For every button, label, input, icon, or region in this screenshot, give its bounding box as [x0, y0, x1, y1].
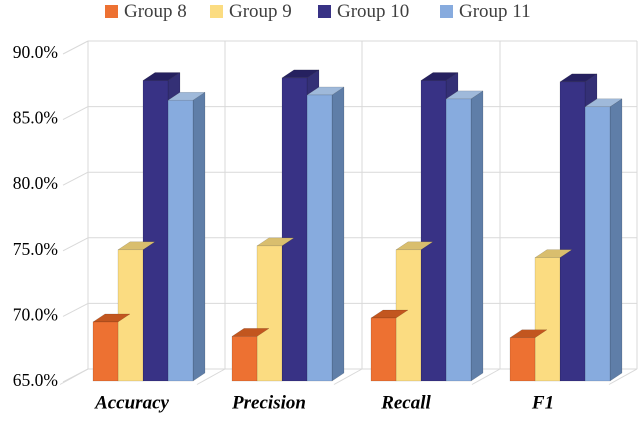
bar-front-face: [395, 249, 422, 382]
x-axis-tick-0: [59, 368, 89, 385]
bar-group-11-recall: [445, 90, 484, 382]
x-axis-tick-1: [196, 368, 226, 385]
x-axis-tick-2: [333, 368, 363, 385]
y-axis-tick-90: [62, 40, 89, 55]
y-axis-tick-70: [62, 302, 89, 317]
legend-swatch-group-9: [210, 5, 223, 18]
bar-front-face: [256, 245, 283, 382]
bar-group-8-recall: [370, 309, 409, 382]
legend-item-group-10: Group 10: [318, 1, 409, 22]
y-axis-tick-label: 80.0%: [13, 173, 58, 193]
legend-label: Group 9: [229, 1, 292, 22]
bar-group-10-f1: [559, 73, 598, 382]
legend-item-group-8: Group 8: [105, 1, 187, 22]
bar-front-face: [92, 321, 119, 382]
y-axis-tick-label: 70.0%: [13, 304, 58, 324]
bar-group-8-accuracy: [92, 313, 131, 382]
bar-group-9-f1: [534, 249, 573, 382]
bar-front-face: [534, 257, 561, 382]
bar-front-face: [370, 317, 397, 382]
bar-side-face: [609, 98, 623, 382]
bar-front-face: [281, 77, 308, 382]
bar-front-face: [167, 99, 194, 382]
legend-label: Group 8: [124, 1, 187, 22]
bar-side-face: [192, 91, 206, 382]
bar-group-10-recall: [420, 72, 459, 382]
x-axis-category-label-accuracy: Accuracy: [94, 392, 169, 413]
bar-front-face: [445, 98, 472, 382]
bar-group-8-f1: [509, 329, 548, 382]
x-axis-category-label-recall: Recall: [380, 392, 431, 413]
legend-swatch-group-8: [105, 5, 118, 18]
y-axis-tick-label: 85.0%: [13, 108, 58, 128]
bar-group-9-precision: [256, 237, 295, 382]
y-axis-tick-80: [62, 171, 89, 186]
bar-group-11-precision: [306, 86, 345, 382]
bar-front-face: [306, 94, 333, 382]
bar-group-10-accuracy: [142, 72, 181, 382]
bar-front-face: [231, 336, 258, 382]
bar-front-face: [509, 337, 536, 382]
legend-item-group-11: Group 11: [440, 1, 531, 22]
y-axis-tick-85: [62, 106, 89, 121]
bar-side-face: [331, 86, 345, 382]
bar-front-face: [142, 80, 169, 382]
x-axis-tick-3: [471, 368, 501, 385]
x-axis-category-label-precision: Precision: [231, 392, 306, 413]
bar-group-10-precision: [281, 69, 320, 382]
x-axis-tick-4: [608, 368, 638, 385]
x-axis-category-label-f1: F1: [531, 392, 554, 413]
y-axis-tick-label: 90.0%: [13, 42, 58, 62]
legend-swatch-group-11: [440, 5, 453, 18]
legend-item-group-9: Group 9: [210, 1, 292, 22]
bar-group-11-f1: [584, 98, 623, 382]
bar-front-face: [559, 81, 586, 382]
bar-front-face: [420, 80, 447, 382]
bar-group-11-accuracy: [167, 91, 206, 382]
legend-swatch-group-10: [318, 5, 331, 18]
legend-label: Group 10: [337, 1, 409, 22]
bar-group-9-recall: [395, 241, 434, 382]
bar-group-8-precision: [231, 328, 270, 382]
y-axis-tick-75: [62, 237, 89, 252]
bar-side-face: [470, 90, 484, 382]
y-axis-tick-label: 65.0%: [13, 370, 58, 390]
legend-label: Group 11: [459, 1, 531, 22]
bar-front-face: [584, 106, 611, 382]
y-axis-tick-label: 75.0%: [13, 239, 58, 259]
